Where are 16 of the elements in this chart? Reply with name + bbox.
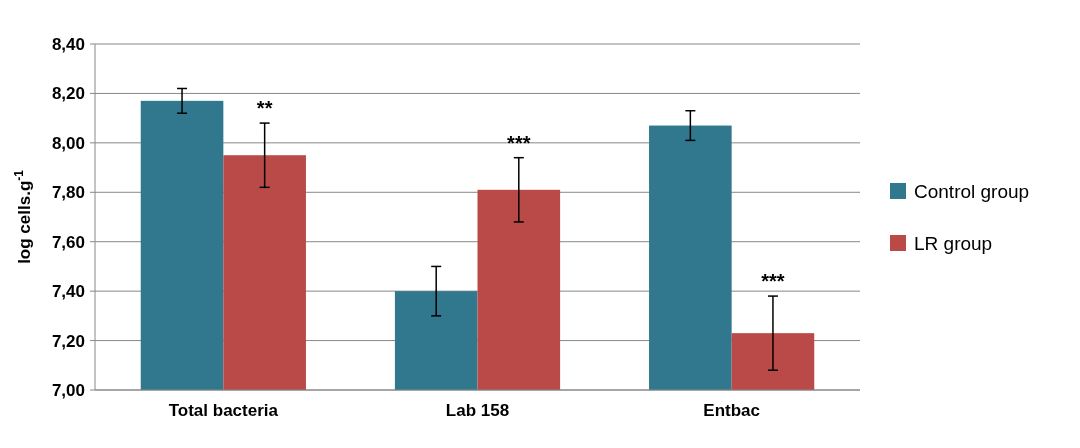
y-tick-label: 7,80 xyxy=(51,183,85,203)
y-tick-label: 8,20 xyxy=(51,84,85,104)
annotation: ** xyxy=(256,97,273,120)
y-tick-label: 8,00 xyxy=(51,133,85,153)
x-tick-label: Lab 158 xyxy=(445,401,510,420)
x-tick-label: Total bacteria xyxy=(168,401,279,420)
legend-label: Control group xyxy=(914,180,1030,202)
y-tick-label: 7,00 xyxy=(51,380,85,400)
y-tick-label: 8,40 xyxy=(51,34,85,54)
legend-label: LR group xyxy=(914,232,993,254)
x-tick-label: Entbac xyxy=(703,401,760,420)
y-tick-label: 7,40 xyxy=(51,282,85,302)
y-tick-label: 7,20 xyxy=(51,331,85,351)
annotation: *** xyxy=(761,270,785,293)
y-tick-label: 7,60 xyxy=(51,232,85,252)
annotation: *** xyxy=(507,131,531,154)
